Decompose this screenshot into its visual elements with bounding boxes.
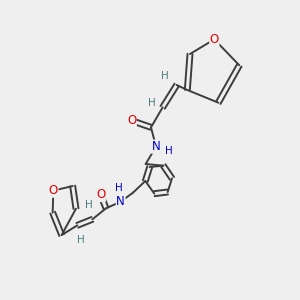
Text: N: N <box>116 195 125 208</box>
Text: H: H <box>148 98 155 108</box>
Text: H: H <box>85 200 93 210</box>
Text: O: O <box>127 114 136 127</box>
Text: O: O <box>210 33 219 46</box>
Text: H: H <box>77 235 85 245</box>
Text: N: N <box>152 140 160 153</box>
Text: H: H <box>166 146 173 156</box>
Text: H: H <box>116 183 123 193</box>
Text: O: O <box>96 188 105 202</box>
Text: O: O <box>49 184 58 197</box>
Text: H: H <box>161 71 169 81</box>
